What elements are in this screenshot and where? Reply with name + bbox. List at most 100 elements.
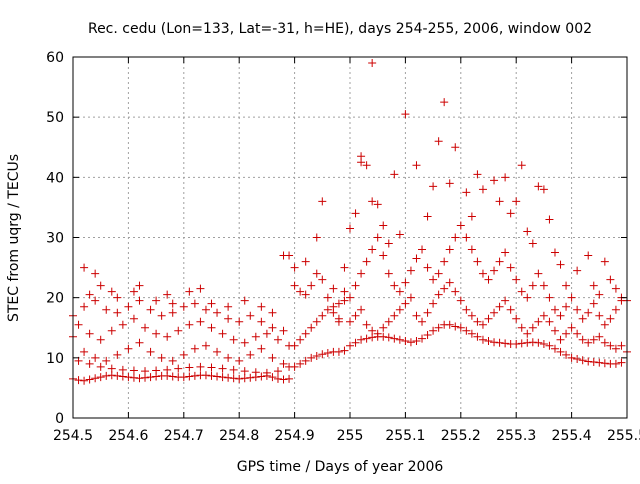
data-point	[534, 338, 543, 347]
data-point	[512, 197, 521, 206]
data-point	[240, 374, 249, 383]
data-point	[528, 338, 537, 347]
data-point	[368, 326, 377, 335]
data-point	[146, 305, 155, 314]
data-point	[340, 346, 349, 355]
data-point	[617, 358, 626, 367]
data-point	[80, 302, 89, 311]
data-point	[229, 335, 238, 344]
data-point	[556, 335, 565, 344]
data-point	[351, 311, 360, 320]
data-point	[107, 287, 116, 296]
data-point	[362, 257, 371, 266]
data-point	[179, 373, 188, 382]
data-point	[512, 275, 521, 284]
data-point	[595, 290, 604, 299]
data-point	[168, 372, 177, 381]
data-point	[301, 329, 310, 338]
data-point	[240, 296, 249, 305]
data-point	[451, 233, 460, 242]
data-point	[445, 278, 454, 287]
data-point	[91, 269, 100, 278]
y-tick-label: 0	[55, 411, 64, 427]
data-point	[390, 281, 399, 290]
data-point	[185, 363, 194, 372]
data-point	[484, 336, 493, 345]
data-point	[512, 314, 521, 323]
data-point	[96, 335, 105, 344]
data-point	[163, 332, 172, 341]
data-point	[301, 356, 310, 365]
x-tick-label: 254.6	[108, 428, 148, 444]
data-point	[146, 347, 155, 356]
data-point	[207, 363, 216, 372]
data-point	[107, 364, 116, 373]
data-point	[351, 338, 360, 347]
data-point	[401, 278, 410, 287]
data-point	[451, 322, 460, 331]
data-point	[390, 170, 399, 179]
data-point	[573, 266, 582, 275]
data-point	[213, 347, 222, 356]
data-point	[268, 323, 277, 332]
data-point	[611, 344, 620, 353]
data-point	[102, 356, 111, 365]
data-point	[357, 305, 366, 314]
data-point	[85, 329, 94, 338]
data-point	[611, 359, 620, 368]
data-point	[484, 314, 493, 323]
data-point	[318, 311, 327, 320]
data-point	[301, 290, 310, 299]
data-point	[456, 296, 465, 305]
data-point	[96, 281, 105, 290]
data-point	[362, 161, 371, 170]
data-point	[279, 359, 288, 368]
data-point	[562, 281, 571, 290]
data-point	[539, 339, 548, 348]
data-point	[611, 305, 620, 314]
data-point	[429, 275, 438, 284]
data-point	[190, 299, 199, 308]
data-point	[168, 299, 177, 308]
data-point	[567, 323, 576, 332]
data-point	[368, 59, 377, 68]
data-point	[478, 269, 487, 278]
data-point	[545, 293, 554, 302]
data-point	[91, 296, 100, 305]
y-tick-label: 50	[46, 110, 64, 126]
data-point	[384, 333, 393, 342]
data-point	[85, 359, 94, 368]
x-axis-label: GPS time / Days of year 2006	[237, 459, 444, 475]
data-point	[562, 302, 571, 311]
data-point	[207, 299, 216, 308]
data-point	[401, 336, 410, 345]
data-point	[357, 269, 366, 278]
y-tick-label: 30	[46, 231, 64, 247]
data-point	[517, 161, 526, 170]
data-point	[201, 371, 210, 380]
data-point	[85, 375, 94, 384]
data-point	[190, 371, 199, 380]
data-point	[434, 137, 443, 146]
data-point	[268, 353, 277, 362]
data-point	[611, 284, 620, 293]
data-point	[545, 215, 554, 224]
data-point	[545, 317, 554, 326]
data-point	[517, 287, 526, 296]
data-point	[550, 248, 559, 257]
data-point	[262, 368, 271, 377]
data-point	[85, 290, 94, 299]
data-point	[218, 373, 227, 382]
data-point	[567, 293, 576, 302]
data-points	[69, 59, 631, 385]
data-point	[384, 239, 393, 248]
data-point	[423, 212, 432, 221]
data-point	[357, 158, 366, 167]
data-point	[102, 371, 111, 380]
axis-ticks: 254.5 254.6 254.7 254.8 254.9 255 255.1 255.2 25…	[46, 50, 640, 444]
data-point	[312, 352, 321, 361]
x-tick-label: 255.4	[552, 428, 592, 444]
data-point	[528, 323, 537, 332]
data-point	[163, 365, 172, 374]
data-point	[74, 376, 83, 385]
